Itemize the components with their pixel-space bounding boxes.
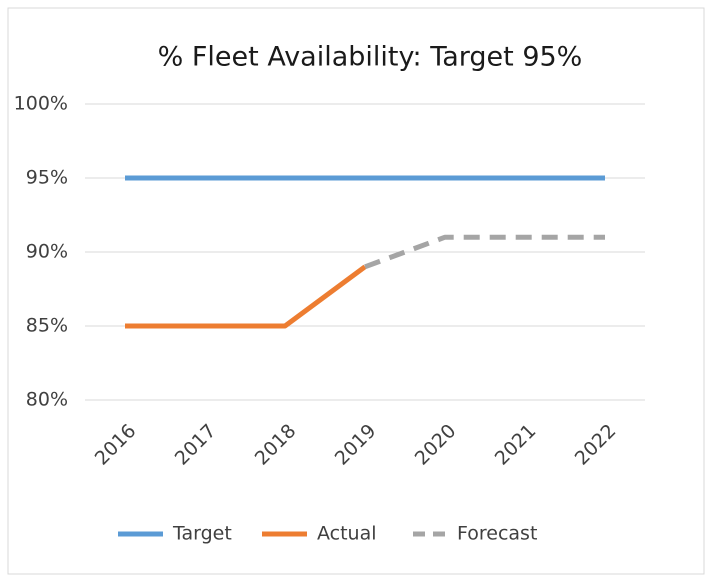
chart-frame <box>7 7 705 575</box>
y-tick-label: 100% <box>14 93 68 115</box>
legend-label: Target <box>172 523 232 545</box>
y-tick-label: 80% <box>26 389 68 411</box>
y-tick-label: 90% <box>26 241 68 263</box>
y-tick-label: 85% <box>26 315 68 337</box>
legend-label: Forecast <box>457 523 537 545</box>
legend-label: Actual <box>317 523 377 545</box>
series-line <box>125 264 367 329</box>
chart-title: % Fleet Availability: Target 95% <box>158 42 583 73</box>
y-tick-label: 95% <box>26 167 68 189</box>
